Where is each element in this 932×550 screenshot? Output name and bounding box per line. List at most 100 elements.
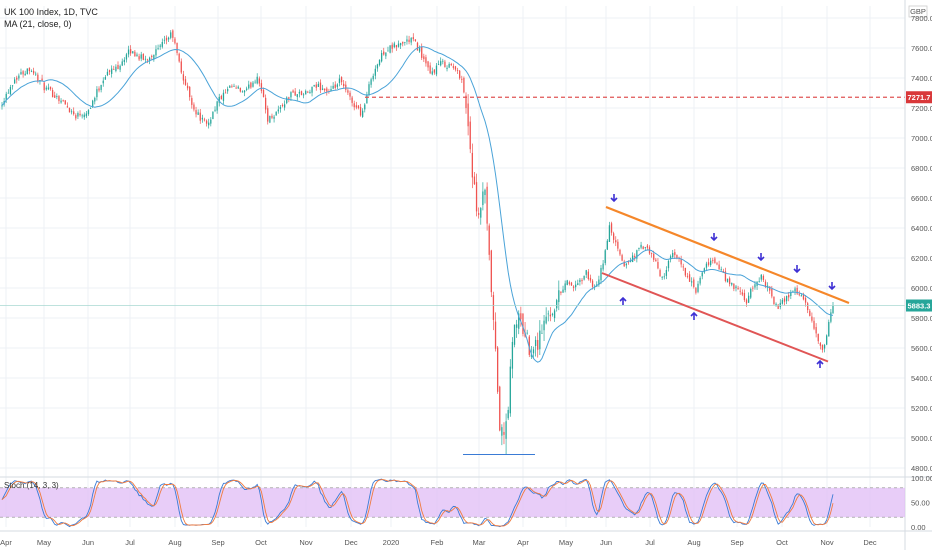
candle-body	[199, 112, 201, 121]
candle-body	[726, 278, 729, 283]
candle-body	[283, 104, 286, 108]
candle-body	[35, 73, 37, 75]
y-tick-label: 5600.0	[911, 344, 932, 353]
y-tick-label: 6200.0	[911, 254, 932, 263]
candle-body	[513, 324, 516, 345]
candle-body	[575, 284, 577, 288]
candle-body	[440, 61, 442, 66]
candle-body	[113, 69, 115, 70]
candle-body	[292, 90, 294, 93]
candle-body	[602, 263, 604, 270]
arrow-head	[793, 268, 801, 274]
candle-body	[674, 252, 676, 256]
arrow-head	[710, 236, 718, 242]
candle-body	[414, 39, 417, 41]
candle-body	[549, 314, 552, 317]
candle-body	[208, 122, 210, 126]
candle-body	[494, 321, 497, 349]
candle-body	[273, 116, 275, 119]
candle-body	[781, 299, 784, 304]
candle-body	[56, 96, 58, 97]
up-arrow-icon	[619, 296, 627, 305]
candle-body	[792, 291, 794, 293]
candle-body	[693, 279, 695, 287]
candle-body	[210, 119, 212, 124]
candle-body	[621, 255, 623, 261]
candle-body	[130, 49, 132, 54]
candle-body	[714, 258, 716, 263]
candle-body	[587, 271, 589, 280]
candle-body	[311, 86, 313, 93]
candle-body	[735, 286, 737, 289]
candle-body	[490, 250, 492, 293]
candle-body	[610, 223, 613, 233]
candle-body	[507, 410, 509, 419]
candle-body	[589, 277, 592, 281]
candle-body	[640, 244, 642, 248]
candle-body	[115, 66, 117, 72]
candle-body	[117, 64, 119, 69]
candle-body	[79, 113, 81, 116]
y-tick-label: 7000.0	[911, 134, 932, 143]
y-tick-label: 6800.0	[911, 164, 932, 173]
last-price-tag	[906, 299, 932, 312]
candle-body	[402, 41, 404, 44]
candle-body	[330, 89, 332, 92]
candle-body	[271, 115, 273, 118]
candle-body	[733, 283, 735, 289]
candle-body	[286, 97, 288, 104]
candle-body	[416, 42, 419, 51]
candle-body	[585, 270, 587, 275]
arrow-head	[690, 311, 698, 317]
candle-body	[526, 332, 528, 334]
candle-body	[410, 38, 412, 43]
candle-body	[100, 84, 102, 90]
candle-body	[212, 111, 214, 119]
candle-body	[397, 43, 400, 47]
candle-body	[224, 92, 227, 94]
candle-body	[558, 290, 560, 303]
candle-body	[634, 255, 636, 258]
candle-body	[819, 343, 821, 346]
candle-body	[370, 79, 372, 85]
y-tick-label: 7200.0	[911, 104, 932, 113]
candle-body	[89, 108, 92, 109]
candle-body	[817, 333, 819, 342]
candle-body	[811, 316, 813, 321]
candle-body	[180, 61, 182, 73]
candle-body	[399, 43, 402, 46]
candle-body	[246, 88, 248, 90]
candle-body	[102, 80, 104, 84]
candle-body	[243, 90, 246, 93]
candle-body	[423, 56, 425, 60]
candle-body	[372, 75, 374, 80]
line-price-text: 7271.7	[908, 93, 931, 102]
candle-body	[427, 61, 429, 68]
candle-body	[518, 313, 520, 329]
candle-body	[636, 250, 638, 259]
candle-body	[741, 292, 743, 295]
candle-body	[598, 279, 600, 286]
candle-body	[125, 54, 128, 60]
candle-body	[672, 253, 674, 258]
candle-body	[638, 247, 640, 249]
candle-body	[650, 252, 653, 254]
line-price-tag	[906, 91, 932, 104]
candle-body	[475, 182, 478, 212]
candle-body	[70, 111, 73, 113]
candle-body	[87, 110, 90, 115]
candle-body	[359, 107, 362, 116]
candle-body	[418, 48, 421, 52]
candle-body	[241, 91, 244, 93]
candle-body	[631, 255, 634, 262]
candle-body	[813, 320, 815, 329]
candle-body	[800, 295, 803, 297]
candle-body	[364, 104, 366, 110]
candle-body	[520, 313, 522, 320]
candle-body	[98, 88, 100, 91]
candle-body	[233, 85, 235, 87]
candle-body	[716, 263, 718, 265]
candle-body	[264, 97, 267, 110]
candle-body	[617, 241, 619, 249]
candle-body	[534, 339, 537, 347]
